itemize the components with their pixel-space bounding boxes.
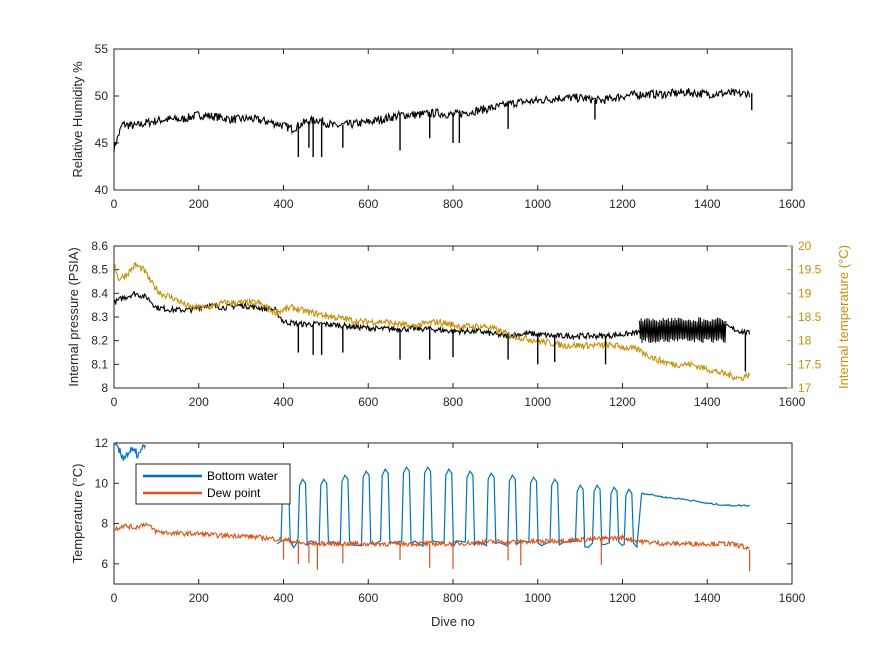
x-tick-label: 1400 [694, 197, 721, 211]
x-tick-label: 1400 [694, 395, 721, 409]
dive-no-x-label: Dive no [431, 614, 475, 629]
y2-tick-label: 18.5 [798, 310, 822, 324]
x-tick-label: 1000 [524, 395, 551, 409]
y-tick-label: 8.3 [91, 310, 108, 324]
x-tick-label: 600 [358, 197, 378, 211]
x-tick-label: 600 [358, 395, 378, 409]
x-tick-label: 0 [111, 395, 118, 409]
y-tick-label: 8.1 [91, 357, 108, 371]
x-tick-label: 600 [358, 591, 378, 605]
x-tick-label: 1200 [609, 591, 636, 605]
legend-box [135, 463, 291, 505]
bottom-water-early-line [114, 441, 146, 461]
x-tick-label: 1200 [609, 197, 636, 211]
internal-temperature-y-label: Internal temperature (°C) [836, 245, 851, 389]
y2-tick-label: 18 [798, 334, 812, 348]
pressure-panel: 0 200 400 600 800 1000 1200 1400 1600 8 8.1 8.2 8.3 8… [66, 239, 851, 409]
temperature-ticks: 0 200 400 600 800 1000 1200 1400 1600 6 8 10 12 [95, 436, 806, 605]
humidity-ticks: 0 200 400 600 800 1000 1200 1400 1600 40 45 50 55 [95, 42, 806, 211]
temperature-series [113, 441, 751, 572]
pressure-plot-area [113, 245, 793, 389]
y2-tick-label: 20 [798, 239, 812, 253]
temperature-y-label: Temperature (°C) [70, 464, 85, 564]
x-tick-label: 800 [443, 395, 463, 409]
y-tick-label: 12 [95, 436, 109, 450]
humidity-panel: 0 200 400 600 800 1000 1200 1400 1600 40 45 50 55 Re… [70, 42, 806, 211]
y-tick-label: 55 [95, 42, 109, 56]
humidity-y-label: Relative Humidity % [70, 61, 85, 178]
humidity-series [113, 87, 753, 158]
x-tick-label: 0 [111, 591, 118, 605]
x-tick-label: 1000 [524, 591, 551, 605]
y-tick-label: 8.6 [91, 239, 108, 253]
legend-label-dew-point: Dew point [207, 486, 261, 500]
y-tick-label: 40 [95, 183, 109, 197]
series-pressure-right [113, 262, 751, 382]
x-tick-label: 200 [189, 197, 209, 211]
y-tick-label: 45 [95, 136, 109, 150]
y2-tick-label: 17.5 [798, 357, 822, 371]
y-tick-label: 8.5 [91, 263, 108, 277]
pressure-oscillation [639, 317, 727, 344]
x-tick-label: 200 [189, 395, 209, 409]
x-tick-label: 1000 [524, 197, 551, 211]
y2-tick-label: 17 [798, 381, 812, 395]
y-tick-label: 8 [101, 381, 108, 395]
x-tick-label: 1600 [779, 591, 806, 605]
y-tick-label: 50 [95, 89, 109, 103]
x-tick-label: 400 [273, 395, 293, 409]
x-tick-label: 800 [443, 591, 463, 605]
y-tick-label: 8.2 [91, 334, 108, 348]
x-tick-label: 800 [443, 197, 463, 211]
legend-label-bottom-water: Bottom water [207, 469, 278, 483]
x-tick-label: 1400 [694, 591, 721, 605]
x-tick-label: 400 [273, 591, 293, 605]
y-tick-label: 10 [95, 476, 109, 490]
series-dew-point [113, 522, 750, 551]
y2-tick-label: 19 [798, 286, 812, 300]
temperature-panel: 0 200 400 600 800 1000 1200 1400 1600 6 8 10 12 Temp… [70, 436, 806, 629]
pressure-ticks: 0 200 400 600 800 1000 1200 1400 1600 8 8.1 8.2 8.3 8… [91, 239, 821, 409]
x-tick-label: 1200 [609, 395, 636, 409]
x-tick-label: 1600 [779, 197, 806, 211]
series-humidity-main [113, 87, 751, 152]
temperature-legend: Bottom water Dew point [135, 463, 291, 505]
pressure-series [113, 262, 751, 382]
bottom-water-late-line [641, 492, 751, 507]
x-tick-label: 1600 [779, 395, 806, 409]
y2-tick-label: 19.5 [798, 263, 822, 277]
x-tick-label: 200 [189, 591, 209, 605]
pressure-y-label: Internal pressure (PSIA) [66, 247, 81, 386]
y-tick-label: 6 [101, 557, 108, 571]
x-tick-label: 0 [111, 197, 118, 211]
y-tick-label: 8 [101, 517, 108, 531]
y-tick-label: 8.4 [91, 286, 108, 300]
x-tick-label: 400 [273, 197, 293, 211]
